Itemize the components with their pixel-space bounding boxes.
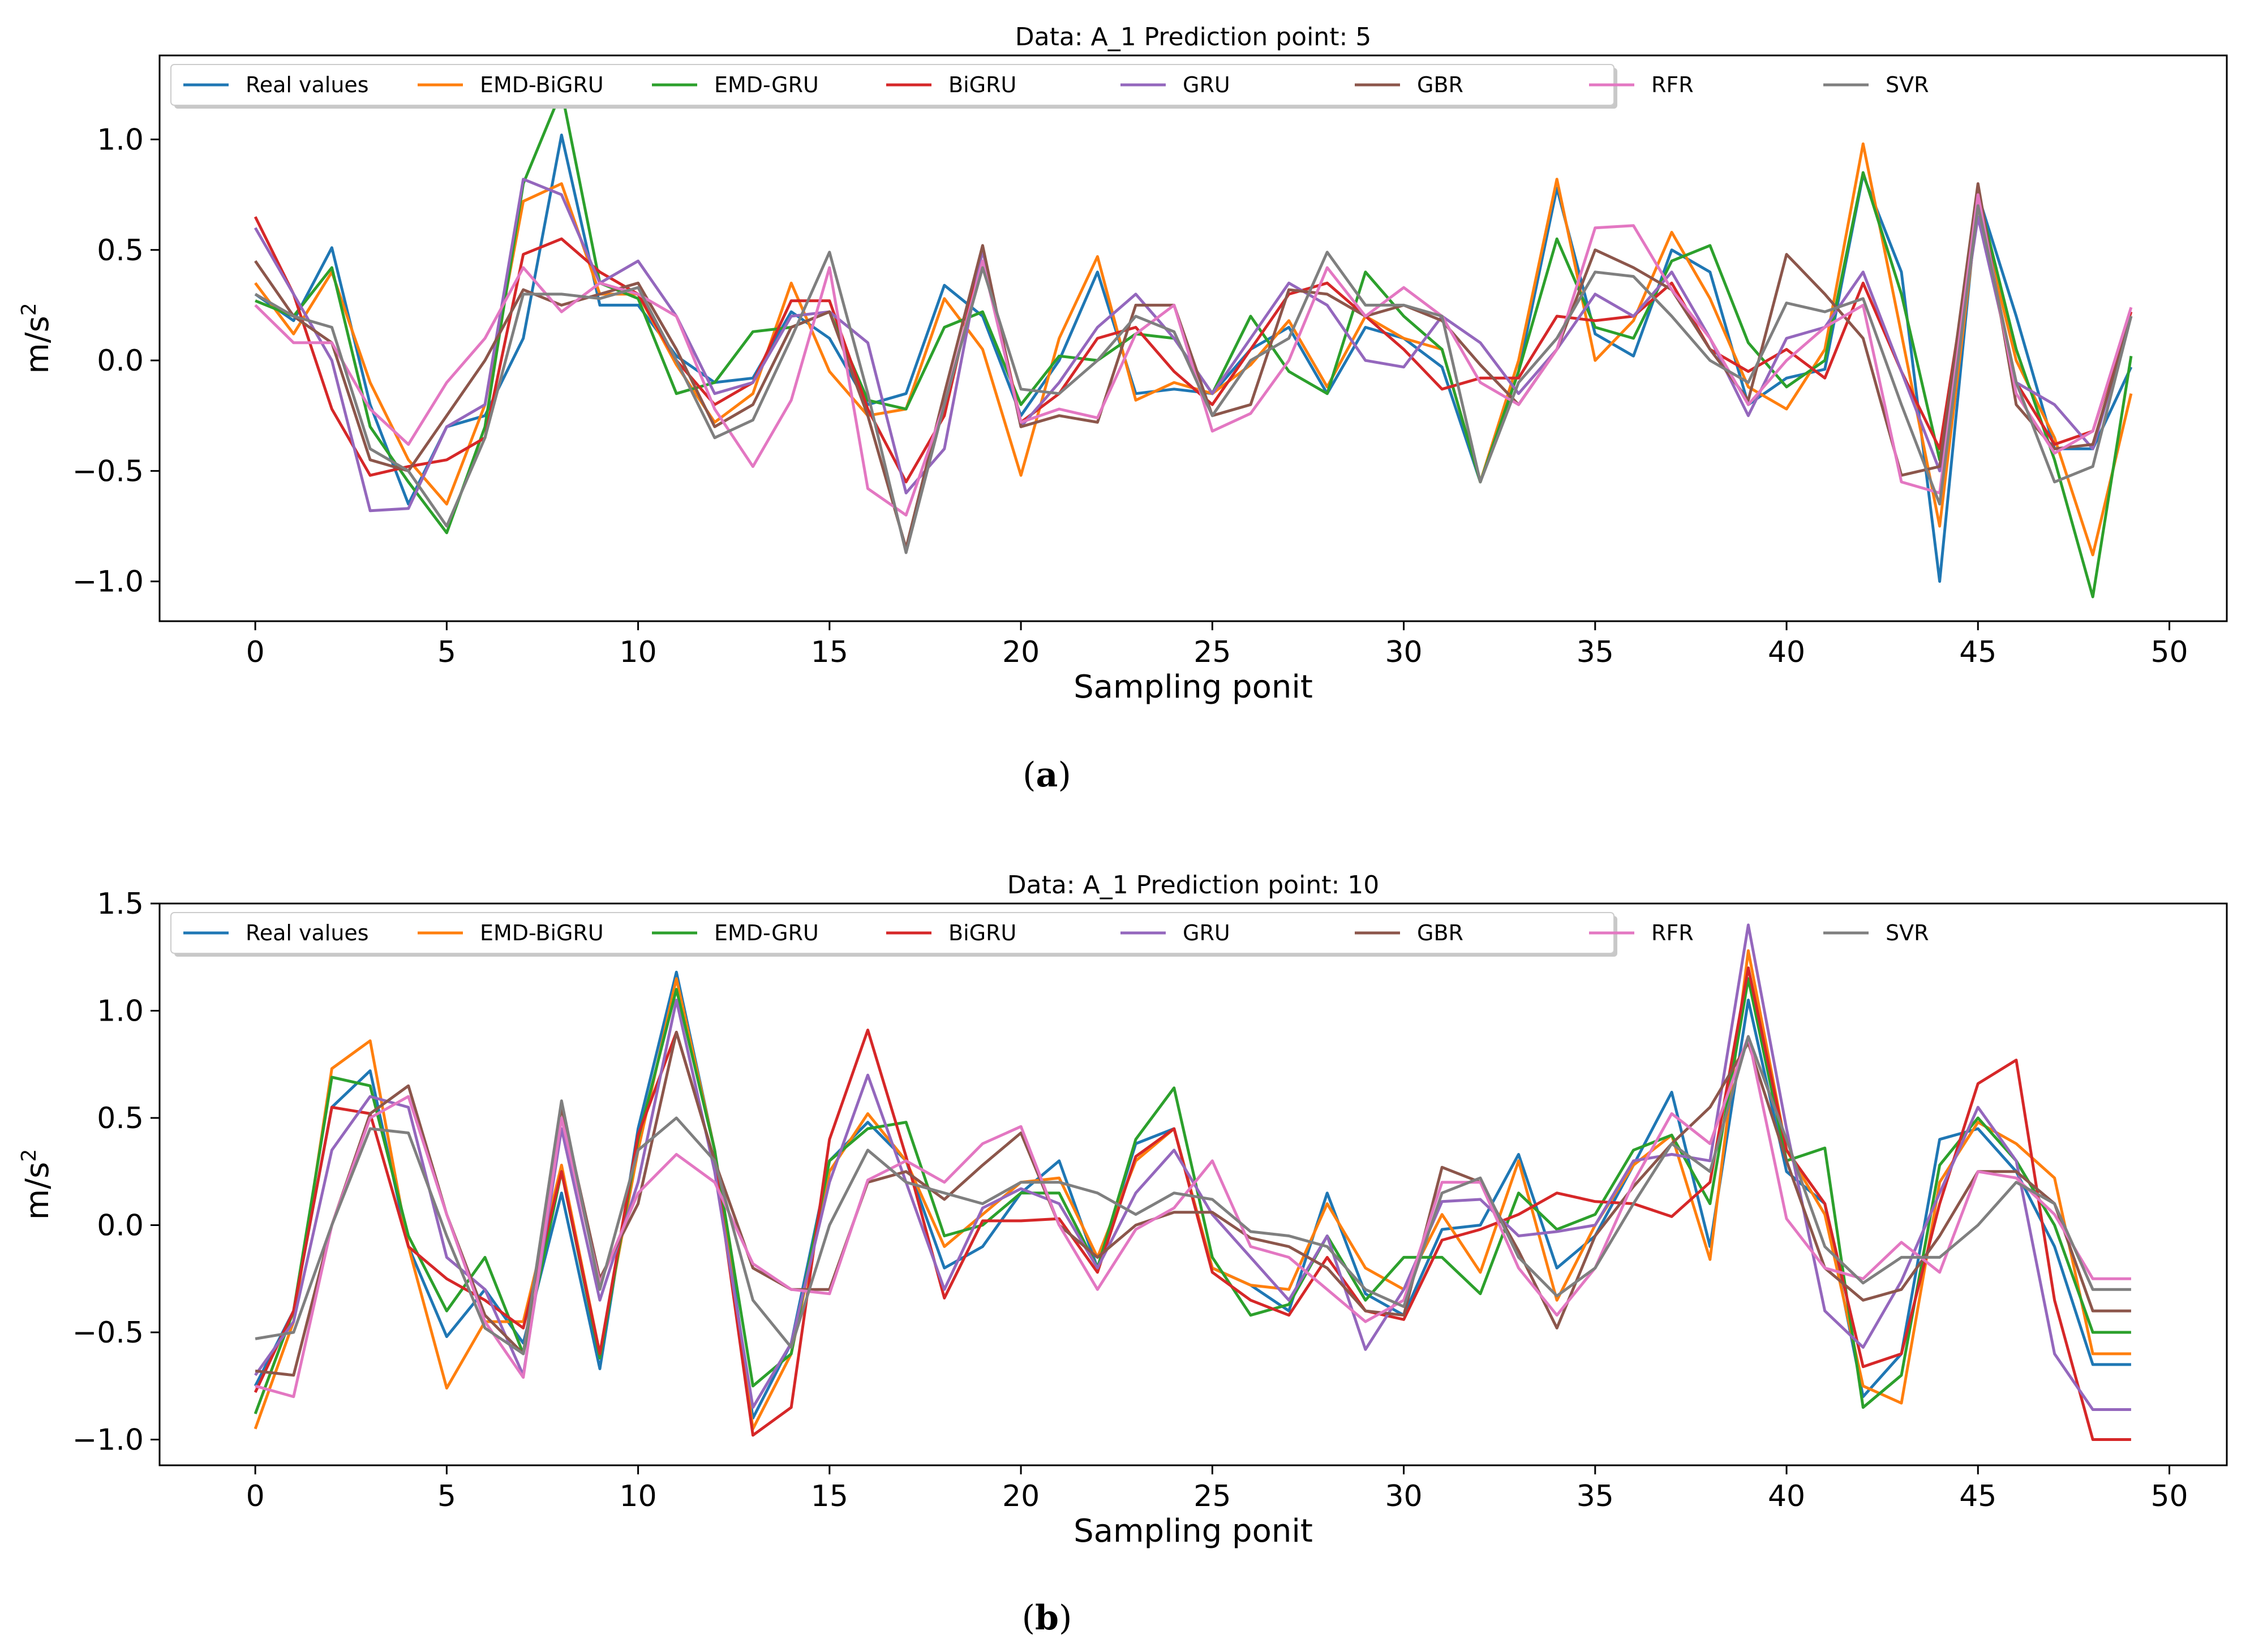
x-tick-label: 45 <box>1959 1479 1996 1513</box>
y-tick-label: −0.5 <box>72 1316 144 1350</box>
chart-panel-a: Data: A_1 Prediction point: 5 0 5 10 15 20 25 3… <box>18 23 2228 795</box>
x-tick-label: 0 <box>246 1479 265 1513</box>
series-group <box>254 89 2133 599</box>
panel-caption-letter: b <box>1035 1598 1059 1638</box>
chart-panel-b: Data: A_1 Prediction point: 100 5 10 15 20 25… <box>18 871 2228 1638</box>
series-line-gbr <box>254 182 2133 550</box>
legend-label-gbr: GBR <box>1417 920 1463 945</box>
x-tick-label: 15 <box>811 1479 848 1513</box>
panel-caption: (a) <box>1023 755 1071 795</box>
y-axis-unit-exponent: 2 <box>18 1149 41 1162</box>
series-line-bigru <box>254 966 2131 1441</box>
legend-label-bigru: BiGRU <box>948 920 1016 945</box>
chart-title: Data: A_1 Prediction point: 5 <box>1015 23 1372 51</box>
legend-label-rfr: RFR <box>1651 920 1694 945</box>
x-tick-label: 5 <box>437 635 456 669</box>
legend-label-emd-bigru: EMD-BiGRU <box>480 72 604 97</box>
legend-label-emd-gru: EMD-GRU <box>714 72 819 97</box>
x-tick-label: 25 <box>1193 635 1231 669</box>
x-tick-label: 0 <box>246 635 265 669</box>
y-axis-unit-exponent: 2 <box>18 303 41 316</box>
x-tick-label: 30 <box>1385 1479 1422 1513</box>
x-tick-label: 40 <box>1768 635 1805 669</box>
y-tick-label: 0.0 <box>97 1209 144 1243</box>
y-axis-label: m/s2 <box>18 1149 56 1220</box>
series-line-svr <box>254 204 2133 554</box>
x-tick-label: 15 <box>811 635 848 669</box>
x-tick-label: 30 <box>1385 635 1422 669</box>
y-axis-label: m/s2 <box>18 303 56 374</box>
legend-label-gbr: GBR <box>1417 72 1463 97</box>
legend-label-real-values: Real values <box>246 920 369 945</box>
x-tick-label: 20 <box>1002 1479 1040 1513</box>
panel-caption-letter: a <box>1036 755 1058 795</box>
legend-label-gru: GRU <box>1183 72 1230 97</box>
x-tick-label: 25 <box>1193 1479 1231 1513</box>
x-axis-label: Sampling ponit <box>1074 669 1313 705</box>
legend-label-bigru: BiGRU <box>948 72 1016 97</box>
y-axis-unit: m/s <box>19 1162 56 1220</box>
legend-label-svr: SVR <box>1886 920 1929 945</box>
series-line-rfr <box>254 193 2133 517</box>
x-tick-label: 5 <box>437 1479 456 1513</box>
series-group <box>254 923 2131 1441</box>
x-tick-label: 40 <box>1768 1479 1805 1513</box>
plot-frame <box>158 54 2228 622</box>
y-axis-unit: m/s <box>19 316 56 374</box>
y-tick-label: −0.5 <box>72 454 144 488</box>
y-tick-label: 1.0 <box>97 995 144 1029</box>
x-tick-label: 35 <box>1577 1479 1614 1513</box>
legend-label-emd-gru: EMD-GRU <box>714 920 819 945</box>
x-tick-label: 50 <box>2150 635 2188 669</box>
legend-label-gru: GRU <box>1183 920 1230 945</box>
legend-label-real-values: Real values <box>246 72 369 97</box>
chart-title: Data: A_1 Prediction point: 10 <box>1007 871 1380 900</box>
series-line-svr <box>255 1035 2131 1356</box>
y-tick-label: −1.0 <box>72 1423 144 1457</box>
y-tick-label: 0.5 <box>97 234 144 268</box>
y-tick-label: −1.0 <box>72 565 144 599</box>
x-tick-label: 50 <box>2150 1479 2188 1513</box>
x-tick-label: 20 <box>1002 635 1040 669</box>
legend-label-emd-bigru: EMD-BiGRU <box>480 920 604 945</box>
y-tick-label: 0.5 <box>97 1102 144 1135</box>
legend: Real values EMD-BiGRU EMD-GRU BiGRU GRU GBR RF… <box>170 64 1929 109</box>
x-tick-label: 10 <box>620 1479 657 1513</box>
y-tick-label: 1.0 <box>97 123 144 157</box>
series-line-bigru <box>254 204 2133 484</box>
plot-frame <box>158 902 2228 1466</box>
panel-caption: (b) <box>1022 1598 1072 1638</box>
y-tick-label: 0.0 <box>97 344 144 378</box>
legend: Real values EMD-BiGRU EMD-GRU BiGRU GRU GBR RF… <box>170 912 1929 957</box>
legend-label-svr: SVR <box>1886 72 1929 97</box>
y-tick-label: 1.5 <box>97 887 144 921</box>
series-line-real-values <box>254 134 2133 583</box>
x-tick-label: 45 <box>1959 635 1996 669</box>
legend-label-rfr: RFR <box>1651 72 1694 97</box>
x-tick-label: 35 <box>1577 635 1614 669</box>
x-tick-label: 10 <box>620 635 657 669</box>
x-axis-label: Sampling ponit <box>1074 1513 1313 1550</box>
series-line-rfr <box>255 1035 2131 1399</box>
